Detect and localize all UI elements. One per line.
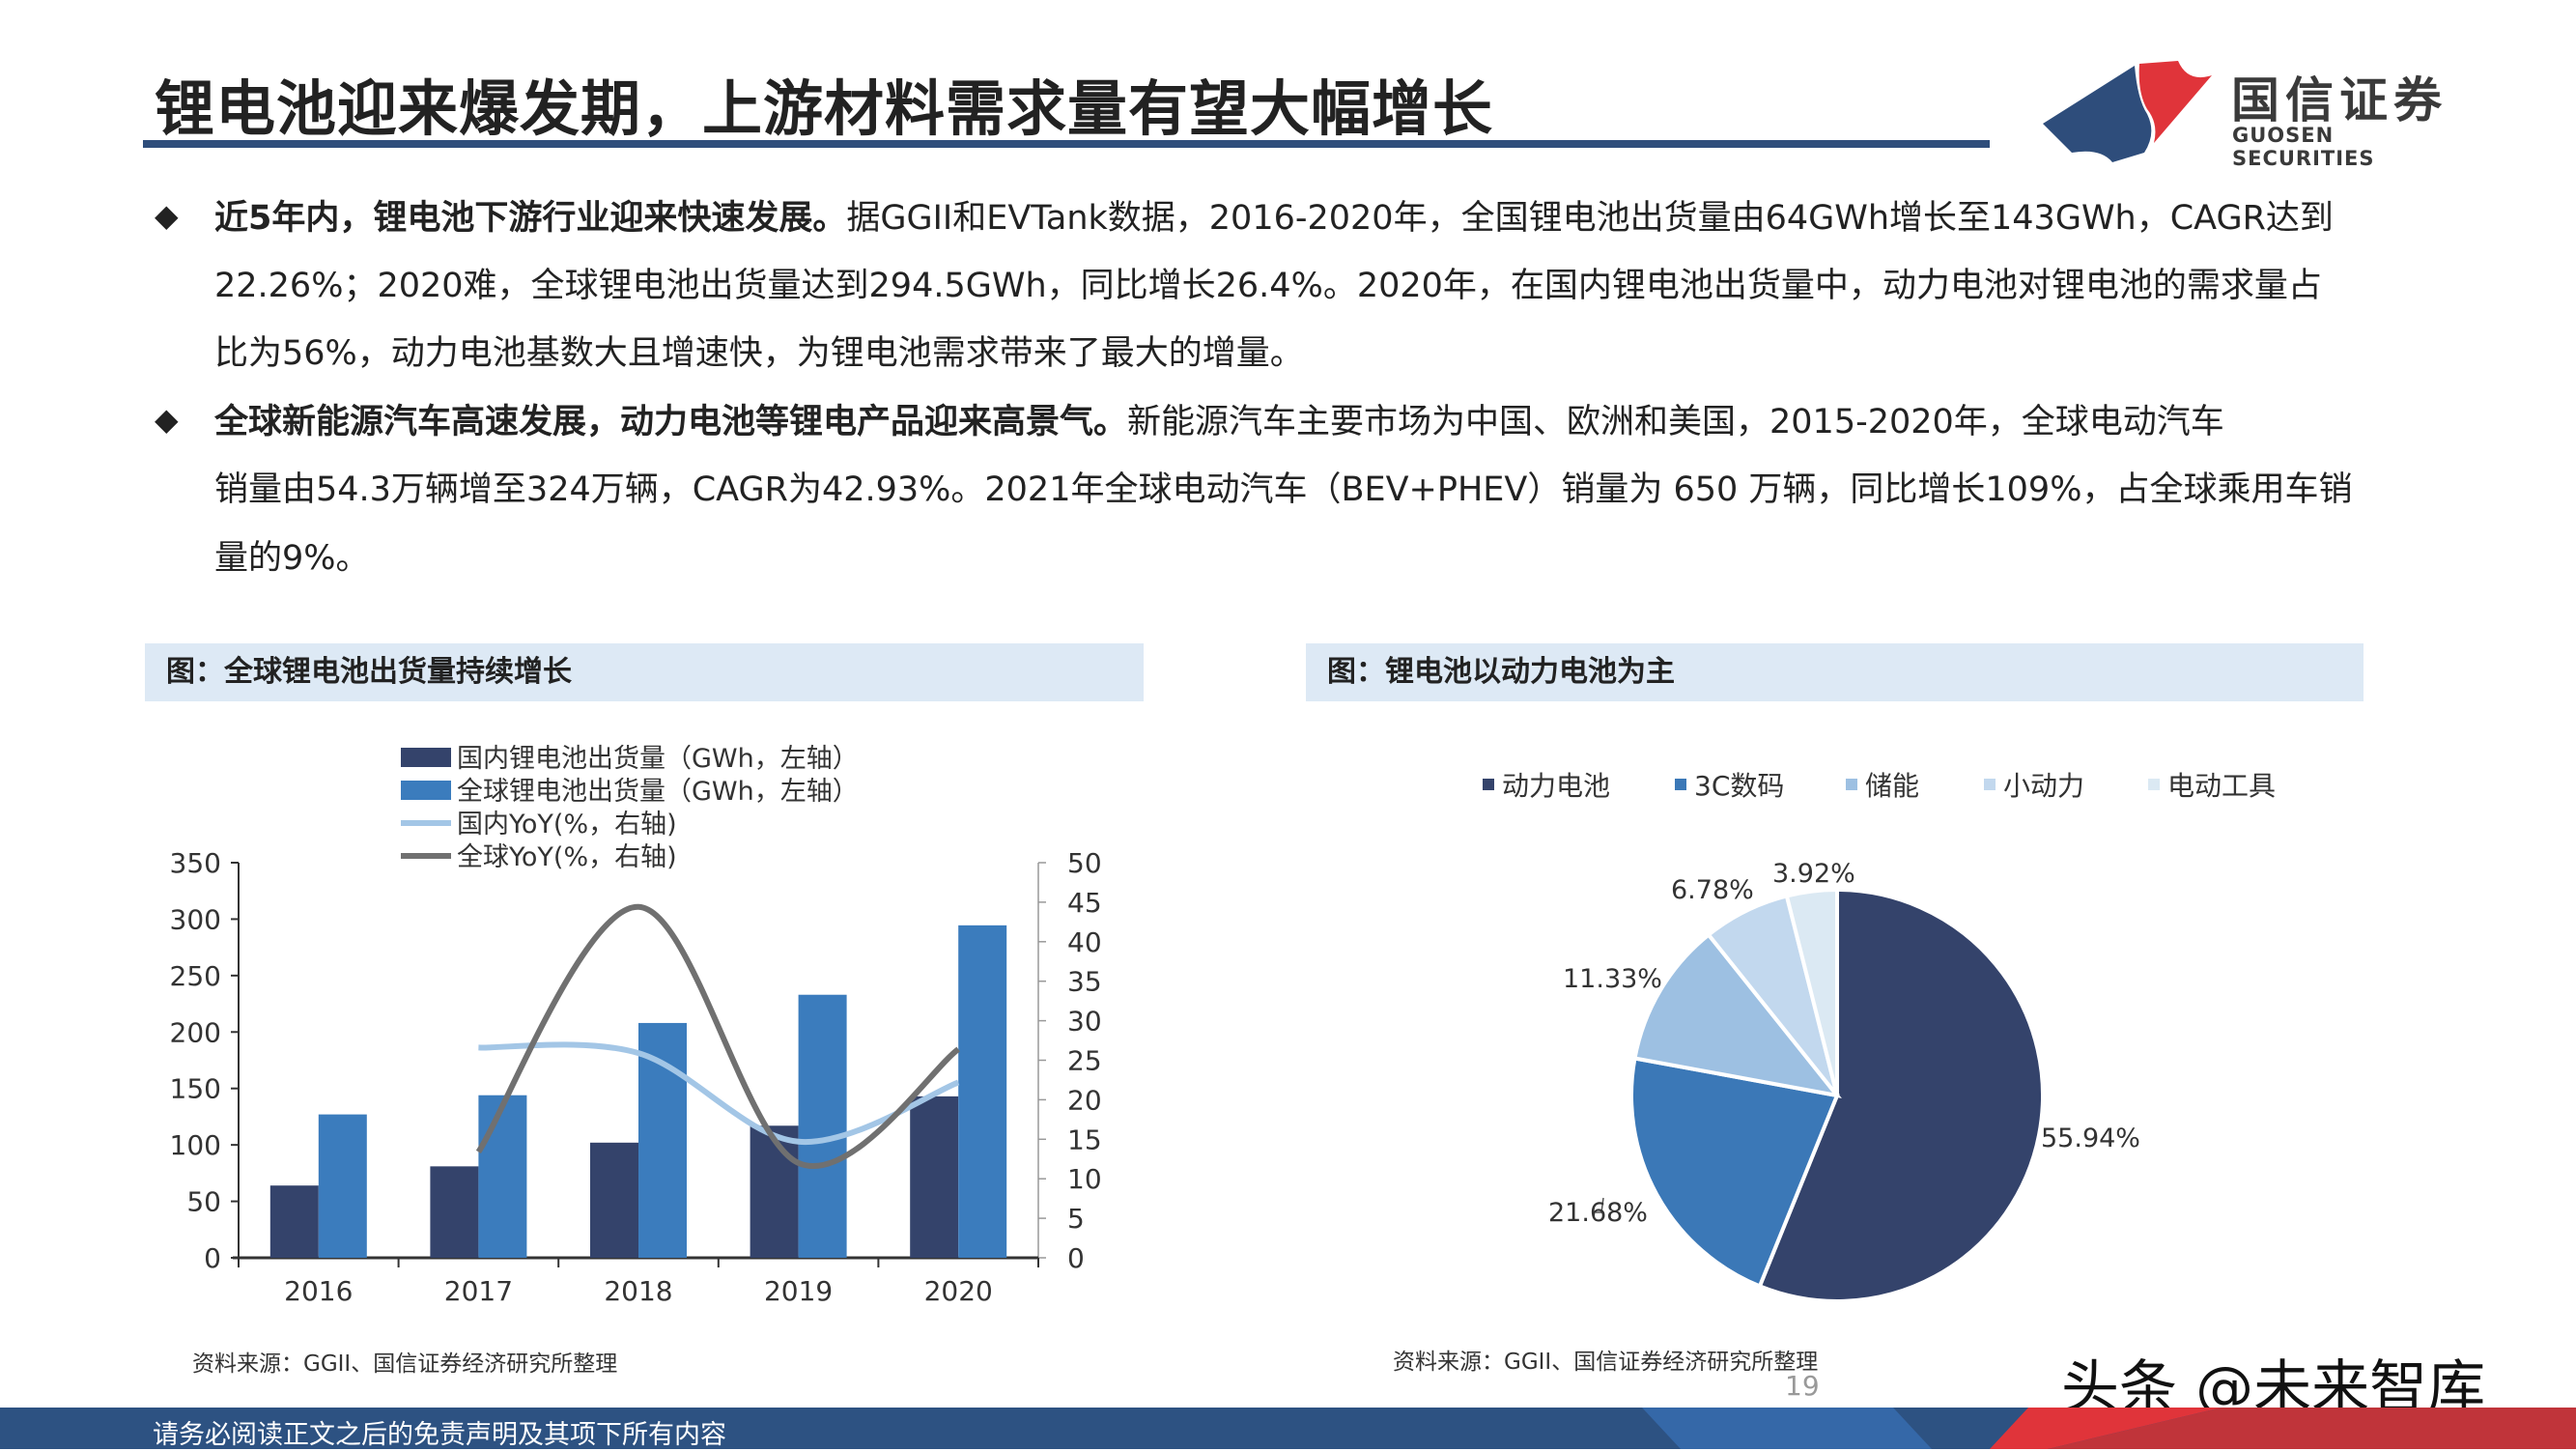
x-tick-label: 2019 <box>764 1275 833 1307</box>
diamond-bullet-icon: ◆ <box>155 401 179 438</box>
legend-swatch <box>1984 779 1996 790</box>
bullet-2-line-3: 量的9%。 <box>214 539 370 578</box>
y-right-tick-label: 0 <box>1067 1242 1085 1274</box>
x-tick-label: 2020 <box>924 1275 993 1307</box>
logo-text-en: GUOSEN SECURITIES <box>2232 124 2375 170</box>
y-right-tick-label: 5 <box>1067 1203 1085 1235</box>
y-right-tick-label: 30 <box>1067 1006 1102 1038</box>
legend-label: 电动工具 <box>2167 770 2276 802</box>
x-tick-label: 2018 <box>604 1275 672 1307</box>
y-left-tick-label: 200 <box>170 1016 221 1048</box>
pie-label: 11.33% <box>1563 964 1662 994</box>
bullet-2-line-2: 销量由54.3万辆增至324万辆，CAGR为42.93%。2021年全球电动汽车… <box>214 470 2353 509</box>
pie-slice <box>1784 887 1839 1096</box>
logo-text-cn: 国信证券 <box>2231 72 2448 128</box>
bullet-1-text: 据GGII和EVTank数据，2016-2020年，全国锂电池出货量由64GWh… <box>846 199 2334 238</box>
legend-label: 储能 <box>1865 770 1919 802</box>
pie-slice <box>1632 931 1842 1098</box>
y-right-tick-label: 35 <box>1067 966 1102 998</box>
footer-bar <box>0 1408 2576 1449</box>
bullet-1-line-2: 22.26%；2020难，全球锂电池出货量达到294.5GWh，同比增长26.4… <box>214 267 2322 305</box>
right-chart-heading: 图：锂电池以动力电池为主 <box>1306 643 2364 701</box>
y-right-tick-label: 10 <box>1067 1163 1102 1195</box>
footer-decoration-icon <box>1642 1408 2576 1449</box>
left-chart-heading: 图：全球锂电池出货量持续增长 <box>145 643 1144 701</box>
global-yoy-line <box>475 903 961 1169</box>
bar-global <box>958 925 1007 1258</box>
page-number: 19 <box>1785 1370 1820 1402</box>
x-tick-label: 2016 <box>284 1275 353 1307</box>
logo-mark-icon <box>2043 61 2212 162</box>
pie-label: 6.78% <box>1671 875 1754 905</box>
y-left-tick-label: 300 <box>170 903 221 935</box>
bullet-2-line-1: 全球新能源汽车高速发展，动力电池等锂电产品迎来高景气。新能源汽车主要市场为中国、… <box>214 401 2224 443</box>
legend-swatch <box>401 781 451 800</box>
pie-slice <box>1629 1056 1840 1289</box>
bullet-2-lead: 全球新能源汽车高速发展，动力电池等锂电产品迎来高景气。 <box>214 403 1128 441</box>
pie-label: 55.94% <box>2041 1124 2140 1153</box>
y-left-tick-label: 250 <box>170 960 221 992</box>
bar-domestic <box>910 1095 959 1258</box>
guosen-logo: 国信证券 GUOSEN SECURITIES <box>2043 56 2449 170</box>
bar-domestic <box>430 1166 479 1258</box>
y-right-tick-label: 50 <box>1067 847 1102 879</box>
y-right-tick-label: 25 <box>1067 1045 1102 1077</box>
legend-label: 小动力 <box>2003 770 2084 802</box>
legend-swatch <box>2148 779 2160 790</box>
legend-swatch <box>1483 779 1494 790</box>
y-left-tick-label: 100 <box>170 1129 221 1161</box>
legend-label: 全球YoY(%，右轴) <box>457 842 677 872</box>
title-underline <box>143 140 1990 148</box>
y-left-tick-label: 350 <box>170 847 221 879</box>
right-source-note: 资料来源：GGII、国信证券经济研究所整理 <box>1393 1350 1819 1375</box>
y-right-tick-label: 40 <box>1067 926 1102 958</box>
bar-domestic <box>750 1125 799 1258</box>
footer-disclaimer: 请务必阅读正文之后的免责声明及其项下所有内容 <box>153 1420 726 1450</box>
bullet-2-text: 新能源汽车主要市场为中国、欧洲和美国，2015-2020年，全球电动汽车 <box>1127 403 2224 441</box>
bullet-1-lead: 近5年内，锂电池下游行业迎来快速发展。 <box>214 199 847 238</box>
y-right-tick-label: 45 <box>1067 887 1102 919</box>
left-source-note: 资料来源：GGII、国信证券经济研究所整理 <box>192 1351 618 1377</box>
page-title: 锂电池迎来爆发期，上游材料需求量有望大幅增长 <box>155 73 1494 144</box>
y-left-tick-label: 0 <box>204 1242 221 1274</box>
x-tick-label: 2017 <box>444 1275 513 1307</box>
bar-global <box>478 1095 527 1258</box>
diamond-bullet-icon: ◆ <box>155 197 179 234</box>
domestic-yoy-line <box>478 1041 960 1145</box>
legend-label: 动力电池 <box>1502 770 1610 802</box>
y-left-tick-label: 150 <box>170 1073 221 1105</box>
y-left-tick-label: 50 <box>186 1186 221 1218</box>
bar-domestic <box>590 1142 638 1258</box>
legend-swatch <box>1846 779 1857 790</box>
bar-global <box>318 1114 367 1258</box>
bullet-1-line-3: 比为56%，动力电池基数大且增速快，为锂电池需求带来了最大的增量。 <box>214 334 1304 373</box>
y-right-tick-label: 20 <box>1067 1084 1102 1116</box>
y-right-tick-label: 15 <box>1067 1124 1102 1155</box>
pie-label: 21.68% <box>1548 1198 1648 1228</box>
legend-label: 国内YoY(%，右轴) <box>457 810 677 839</box>
legend-label: 全球锂电池出货量（GWh，左轴） <box>457 777 859 807</box>
legend-swatch <box>401 748 451 767</box>
bullet-1-line-1: 近5年内，锂电池下游行业迎来快速发展。据GGII和EVTank数据，2016-2… <box>214 197 2334 240</box>
legend-label: 3C数码 <box>1694 770 1784 802</box>
shipment-bar-line-chart: 0 50 100 150 200 250 300 350 0 5 10 15 20 25 30 35 40 45 5… <box>170 744 1102 1307</box>
leader-line <box>1596 1197 1604 1213</box>
bar-domestic <box>269 1185 319 1258</box>
legend-swatch <box>1675 779 1686 790</box>
pie-slice <box>1757 887 2045 1303</box>
bar-global <box>798 994 847 1258</box>
pie-label: 3.92% <box>1772 859 1855 889</box>
battery-use-pie-chart: 动力电池 3C数码 储能 小动力 电动工具 <box>1483 770 2276 1303</box>
legend-label: 国内锂电池出货量（GWh，左轴） <box>457 744 859 774</box>
